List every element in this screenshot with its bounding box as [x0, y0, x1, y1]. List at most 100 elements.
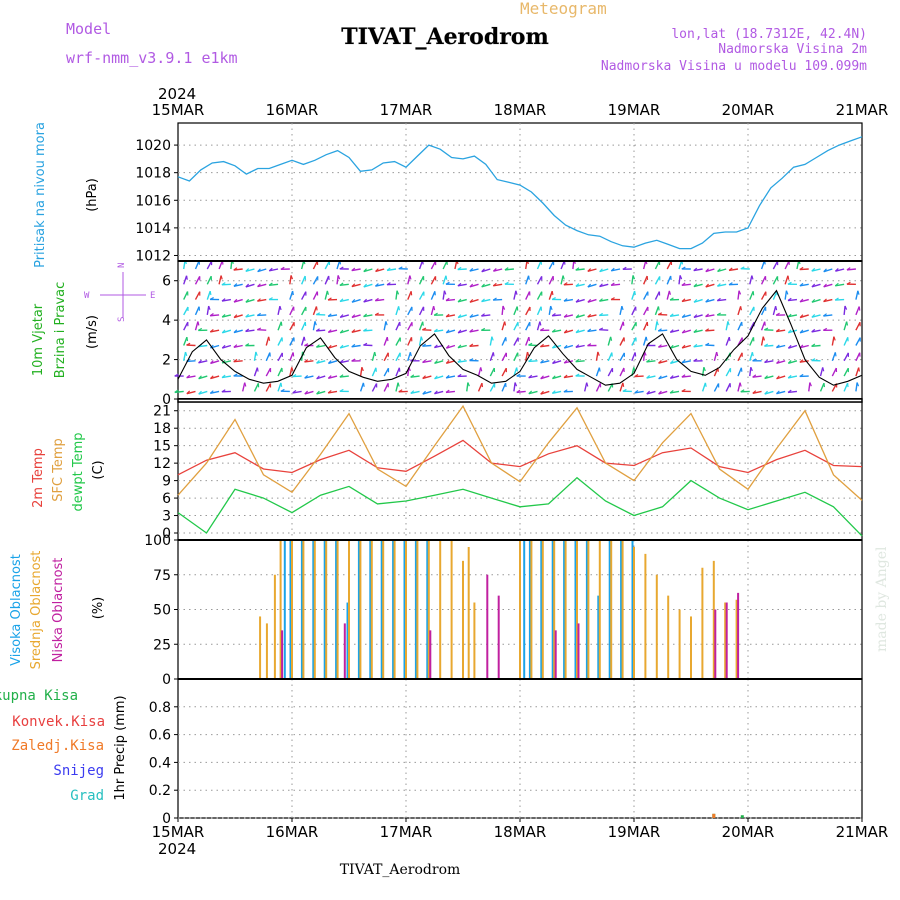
- wind-arrow-head: [491, 336, 494, 341]
- wind-arrow: [752, 375, 762, 378]
- wind-arrow-head: [245, 283, 250, 288]
- wind-arrow-head: [528, 342, 533, 346]
- wind-arrow: [434, 344, 444, 349]
- precip-bar: [712, 813, 716, 818]
- wind-arrow: [339, 329, 350, 334]
- wind-arrow: [693, 268, 703, 272]
- wind-arrow: [799, 314, 809, 319]
- wind-arrow-head: [327, 329, 332, 333]
- wind-arrow: [563, 360, 574, 364]
- wind-arrow-head: [598, 367, 601, 372]
- wind-arrow-head: [315, 306, 318, 311]
- wind-arrow-head: [516, 389, 521, 393]
- wind-arrow-head: [833, 336, 836, 341]
- wind-arrow: [670, 314, 680, 317]
- wind-arrow-head: [363, 268, 368, 272]
- wind-arrow-head: [469, 358, 474, 362]
- wind-arrow-head: [279, 305, 282, 311]
- wind-panel: 0 2 4 6: [162, 259, 863, 408]
- wind-arrow-head: [540, 359, 544, 364]
- wind-arrow-head: [339, 359, 344, 364]
- wind-arrow: [351, 329, 361, 333]
- wind-arrow: [646, 375, 656, 379]
- wind-arrow: [587, 283, 597, 288]
- wind-arrow: [328, 390, 338, 394]
- wind-arrow-head: [846, 321, 849, 326]
- wind-arrow: [222, 329, 232, 334]
- wind-arrow: [430, 306, 435, 316]
- wind-arrow: [269, 268, 279, 272]
- wind-arrow: [631, 306, 637, 316]
- wind-arrow: [548, 305, 552, 316]
- wind-arrow-head: [716, 297, 721, 302]
- wind-arrow: [241, 382, 246, 392]
- wind-arrow: [737, 352, 743, 362]
- wind-arrow-head: [679, 275, 683, 280]
- elevation-label: Nadmorska Visina 2m: [718, 42, 867, 57]
- wind-arrow-head: [374, 297, 379, 302]
- y-tick-label: 1016: [135, 193, 171, 209]
- wind-arrow: [693, 314, 703, 319]
- wind-arrow: [206, 260, 213, 270]
- wind-arrow-head: [539, 327, 545, 331]
- wind-arrow-head: [540, 375, 544, 380]
- wind-arrow-head: [385, 321, 388, 326]
- wind-arrow-head: [233, 329, 238, 334]
- wind-arrow-head: [716, 351, 719, 357]
- wind-arrow: [843, 337, 849, 346]
- wind-arrow-head: [622, 321, 625, 326]
- wind-arrow-head: [799, 298, 804, 303]
- wind-arrow: [563, 298, 573, 302]
- wind-arrow-head: [775, 328, 780, 332]
- wind-arrow-head: [210, 360, 214, 364]
- wind-arrow-head: [291, 367, 294, 372]
- wind-arrow: [749, 306, 755, 316]
- wind-title-1: 10m Vjetar: [31, 303, 46, 376]
- wind-arrow-head: [457, 344, 462, 349]
- wind-arrow: [222, 344, 232, 349]
- wind-arrow-head: [409, 275, 412, 280]
- wind-arrow: [371, 351, 376, 361]
- wind-arrow: [446, 344, 456, 349]
- wind-arrow: [670, 329, 680, 334]
- wind-arrow-head: [197, 327, 203, 331]
- wind-arrow: [575, 360, 585, 363]
- y-tick-label: 0.2: [149, 783, 171, 799]
- wind-arrow: [654, 276, 661, 285]
- wind-arrow-head: [644, 351, 647, 356]
- wind-arrow: [257, 283, 267, 288]
- wind-arrow: [631, 275, 634, 285]
- wind-arrow: [819, 382, 825, 392]
- wind-arrow-head: [257, 327, 262, 331]
- wind-arrow: [300, 321, 306, 331]
- wind-arrow-head: [469, 298, 474, 303]
- wind-arrow: [277, 337, 283, 346]
- wind-arrow: [504, 268, 514, 271]
- wind-arrow-head: [540, 343, 544, 348]
- wind-arrow: [525, 321, 531, 331]
- wind-arrow-head: [315, 344, 320, 348]
- wind-arrow-head: [693, 314, 698, 318]
- wind-arrow: [351, 268, 361, 272]
- wind-arrow: [301, 291, 307, 300]
- wind-arrow: [575, 344, 585, 348]
- wind-arrow-head: [186, 390, 191, 395]
- wind-arrow-head: [775, 344, 780, 349]
- wind-arrow-head: [337, 275, 341, 280]
- wind-arrow: [206, 290, 211, 300]
- wind-arrow-head: [705, 298, 710, 303]
- wind-arrow-head: [256, 312, 261, 316]
- wind-arrow-head: [857, 290, 860, 295]
- wind-arrow-head: [681, 344, 686, 349]
- wind-arrow: [410, 375, 420, 378]
- y-tick-label: 21: [153, 404, 171, 420]
- wind-arrow-head: [586, 382, 589, 387]
- wind-arrow-head: [198, 359, 202, 364]
- wind-arrow: [407, 337, 413, 346]
- wind-arrow-head: [693, 329, 698, 333]
- wind-arrow: [277, 367, 283, 377]
- y-tick-label: 100: [144, 533, 171, 549]
- wind-arrow: [289, 321, 295, 331]
- wind-arrow-head: [502, 305, 506, 310]
- wind-arrow-head: [693, 298, 698, 303]
